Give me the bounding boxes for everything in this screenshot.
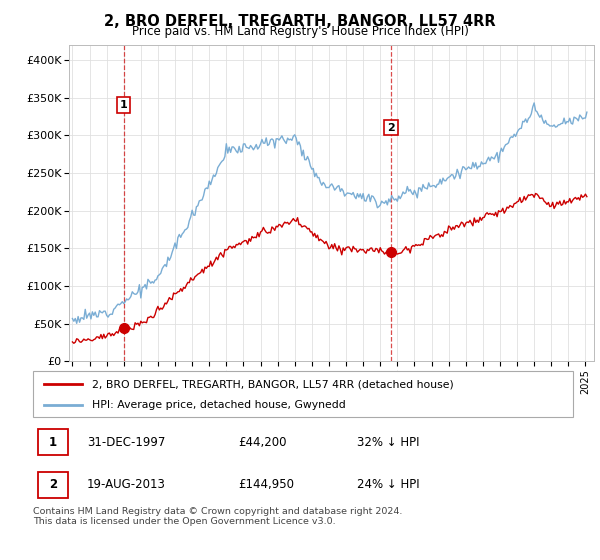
FancyBboxPatch shape	[38, 472, 68, 497]
Text: £44,200: £44,200	[238, 436, 287, 449]
Text: 31-DEC-1997: 31-DEC-1997	[87, 436, 166, 449]
Text: 19-AUG-2013: 19-AUG-2013	[87, 478, 166, 491]
Text: 2: 2	[387, 123, 395, 133]
Text: 1: 1	[119, 100, 127, 110]
Text: 2, BRO DERFEL, TREGARTH, BANGOR, LL57 4RR (detached house): 2, BRO DERFEL, TREGARTH, BANGOR, LL57 4R…	[92, 379, 454, 389]
Text: £144,950: £144,950	[238, 478, 294, 491]
Text: 32% ↓ HPI: 32% ↓ HPI	[357, 436, 419, 449]
FancyBboxPatch shape	[38, 430, 68, 455]
Text: HPI: Average price, detached house, Gwynedd: HPI: Average price, detached house, Gwyn…	[92, 400, 346, 410]
Text: 24% ↓ HPI: 24% ↓ HPI	[357, 478, 419, 491]
Text: Contains HM Land Registry data © Crown copyright and database right 2024.
This d: Contains HM Land Registry data © Crown c…	[33, 507, 403, 526]
Text: 2, BRO DERFEL, TREGARTH, BANGOR, LL57 4RR: 2, BRO DERFEL, TREGARTH, BANGOR, LL57 4R…	[104, 14, 496, 29]
Text: 2: 2	[49, 478, 58, 491]
Text: Price paid vs. HM Land Registry's House Price Index (HPI): Price paid vs. HM Land Registry's House …	[131, 25, 469, 38]
Text: 1: 1	[49, 436, 58, 449]
FancyBboxPatch shape	[33, 371, 573, 417]
